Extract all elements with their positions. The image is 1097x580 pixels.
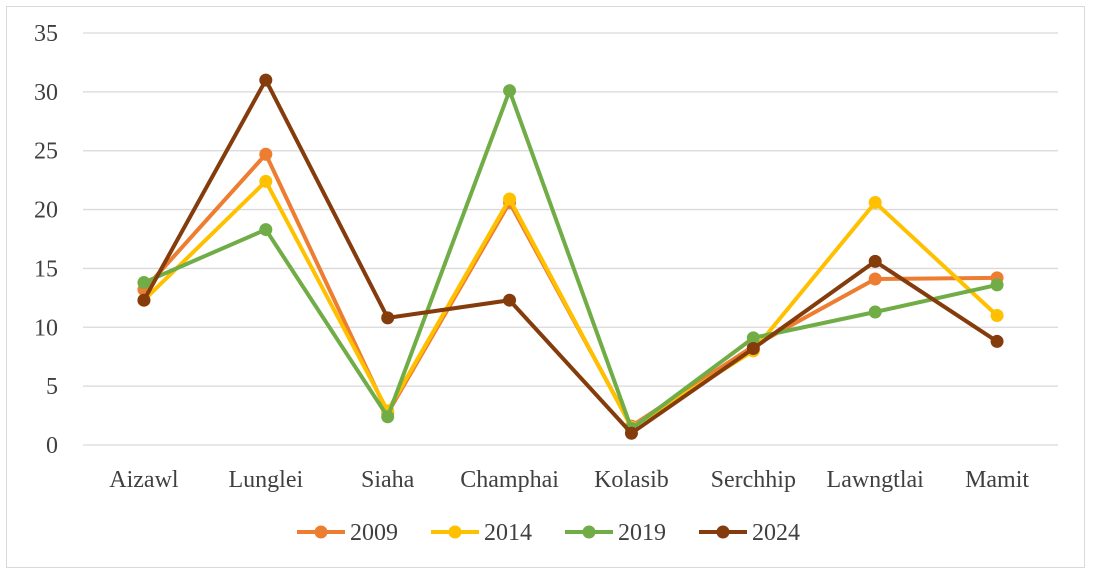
legend-item: 2014: [431, 520, 532, 546]
data-point: [137, 276, 151, 290]
x-tick-label: Serchhip: [711, 467, 796, 493]
series-lines: [137, 73, 1004, 440]
x-axis-ticks: Aizawl Lunglei Siaha Champhai Kolasib Serchhi…: [109, 467, 1029, 493]
series-2024: [137, 73, 1004, 440]
data-point: [137, 293, 151, 307]
legend-swatch-marker: [582, 525, 596, 539]
data-point: [868, 305, 882, 319]
legend-item: 2024: [699, 520, 800, 546]
data-point: [259, 147, 273, 161]
data-point: [381, 311, 395, 325]
data-point: [503, 84, 517, 98]
x-tick-label: Champhai: [460, 467, 559, 493]
data-point: [990, 278, 1004, 292]
legend-label: 2009: [350, 520, 398, 546]
y-tick-label: 20: [34, 198, 58, 224]
data-point: [259, 73, 273, 87]
y-tick-label: 25: [34, 139, 58, 165]
legend-label: 2014: [484, 520, 532, 546]
series-2009: [137, 147, 1004, 433]
legend-swatch-marker: [716, 525, 730, 539]
data-point: [990, 309, 1004, 323]
data-point: [746, 331, 760, 345]
y-tick-label: 30: [34, 80, 58, 106]
data-point: [503, 293, 517, 307]
data-point: [868, 254, 882, 268]
data-point: [868, 196, 882, 210]
series-line: [143, 88, 998, 431]
x-tick-label: Lunglei: [228, 467, 303, 493]
y-axis-ticks: 0 5 10 15 20 25 30 35: [34, 21, 58, 459]
legend-swatch-marker: [314, 525, 328, 539]
series-line: [142, 179, 999, 430]
legend: 2009 2014 2019 2024: [297, 520, 800, 546]
data-point: [381, 410, 395, 424]
data-point: [746, 341, 760, 355]
data-point: [259, 174, 273, 188]
y-tick-label: 35: [34, 21, 58, 47]
legend-swatch-marker: [448, 525, 462, 539]
x-tick-label: Siaha: [361, 467, 415, 493]
gridlines: [83, 32, 1058, 446]
legend-label: 2019: [618, 520, 666, 546]
x-tick-label: Lawngtlai: [827, 467, 925, 493]
data-point: [990, 334, 1004, 348]
data-point: [259, 223, 273, 237]
series-line: [142, 78, 999, 436]
x-tick-label: Aizawl: [109, 467, 179, 493]
chart-frame: [6, 6, 1085, 568]
legend-label: 2024: [752, 520, 800, 546]
y-tick-label: 10: [34, 315, 58, 341]
legend-item: 2009: [297, 520, 398, 546]
y-tick-label: 0: [46, 433, 58, 459]
legend-item: 2019: [565, 520, 666, 546]
y-tick-label: 15: [34, 256, 58, 282]
series-2014: [137, 174, 1004, 434]
data-point: [624, 426, 638, 440]
x-tick-label: Kolasib: [594, 467, 669, 493]
y-tick-label: 5: [46, 374, 58, 400]
data-point: [868, 272, 882, 286]
x-tick-label: Mamit: [965, 467, 1029, 493]
data-point: [503, 192, 517, 206]
